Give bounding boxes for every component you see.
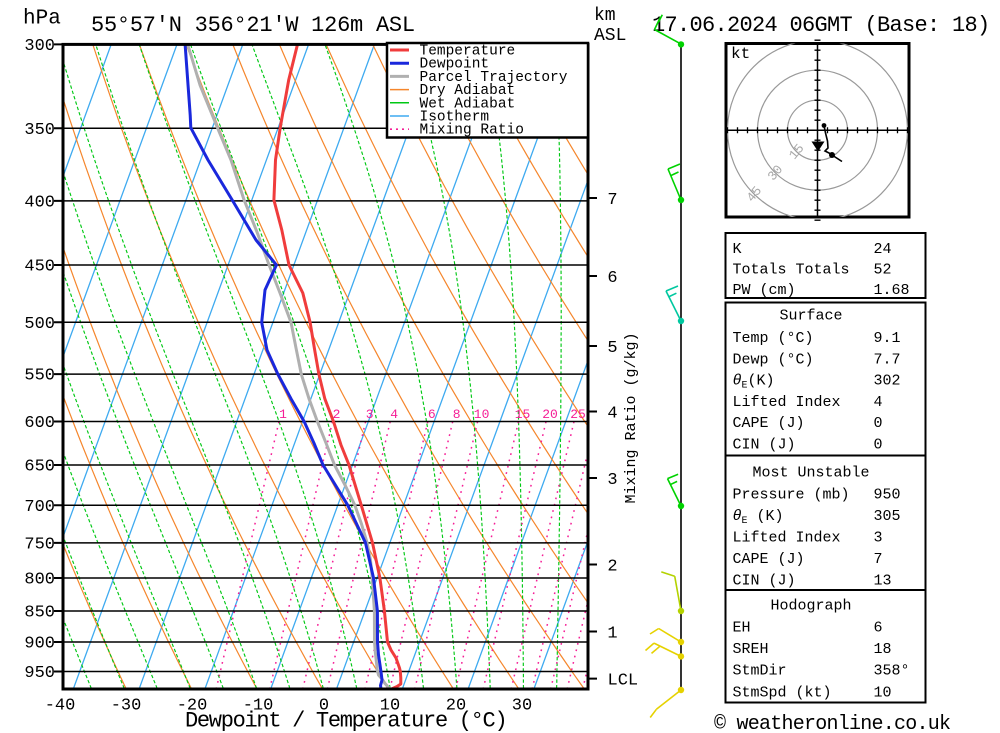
svg-text:3: 3 [607, 471, 617, 490]
svg-text:950: 950 [24, 664, 55, 683]
svg-text:-30: -30 [111, 697, 142, 716]
svg-text:8: 8 [453, 407, 461, 422]
svg-text:9.1: 9.1 [874, 330, 901, 347]
svg-text:2: 2 [607, 558, 617, 577]
svg-text:Most Unstable: Most Unstable [752, 465, 869, 482]
svg-text:LCL: LCL [608, 672, 639, 691]
svg-text:6: 6 [428, 407, 436, 422]
svg-text:θE(K): θE(K) [733, 373, 775, 392]
svg-text:7: 7 [607, 191, 617, 210]
svg-text:0: 0 [874, 415, 883, 432]
svg-text:ASL: ASL [594, 26, 626, 46]
svg-text:Pressure (mb): Pressure (mb) [733, 487, 850, 504]
svg-text:3: 3 [366, 407, 374, 422]
svg-text:450: 450 [24, 258, 55, 277]
svg-text:Temperature: Temperature [420, 44, 516, 60]
svg-text:Hodograph: Hodograph [770, 598, 851, 615]
svg-text:500: 500 [24, 315, 55, 334]
svg-text:StmSpd (kt): StmSpd (kt) [733, 685, 832, 702]
svg-text:24: 24 [874, 241, 892, 258]
svg-text:17.06.2024 06GMT (Base: 18): 17.06.2024 06GMT (Base: 18) [652, 13, 990, 38]
svg-text:CIN (J): CIN (J) [733, 437, 796, 454]
svg-text:700: 700 [24, 498, 55, 517]
svg-text:CIN (J): CIN (J) [733, 573, 796, 590]
svg-text:-10: -10 [243, 697, 274, 716]
svg-text:850: 850 [24, 604, 55, 623]
svg-text:© weatheronline.co.uk: © weatheronline.co.uk [714, 713, 950, 733]
svg-text:Wet Adiabat: Wet Adiabat [420, 96, 516, 112]
svg-text:302: 302 [874, 373, 901, 390]
svg-text:20: 20 [542, 407, 558, 422]
svg-text:hPa: hPa [23, 8, 61, 31]
svg-text:18: 18 [874, 641, 892, 658]
svg-text:15: 15 [515, 407, 531, 422]
svg-text:5: 5 [607, 339, 617, 358]
svg-text:52: 52 [874, 262, 892, 279]
svg-text:20: 20 [446, 697, 466, 716]
svg-text:-20: -20 [177, 697, 208, 716]
svg-text:650: 650 [24, 458, 55, 477]
svg-text:0: 0 [319, 697, 329, 716]
svg-text:358°: 358° [874, 663, 910, 680]
svg-text:13: 13 [874, 573, 892, 590]
svg-text:K: K [733, 241, 742, 258]
svg-text:0: 0 [874, 437, 883, 454]
svg-text:kt: kt [731, 45, 750, 63]
svg-text:Parcel Trajectory: Parcel Trajectory [420, 70, 568, 86]
svg-text:4: 4 [874, 394, 883, 411]
svg-text:θE (K): θE (K) [733, 508, 784, 527]
svg-text:Dewpoint / Temperature (°C): Dewpoint / Temperature (°C) [185, 709, 506, 733]
svg-text:30: 30 [512, 697, 532, 716]
svg-text:Lifted Index: Lifted Index [733, 530, 841, 547]
svg-text:350: 350 [24, 121, 55, 140]
svg-text:Dewp (°C): Dewp (°C) [733, 352, 814, 369]
svg-text:10: 10 [380, 697, 400, 716]
svg-text:3: 3 [874, 530, 883, 547]
svg-text:Dry Adiabat: Dry Adiabat [420, 83, 516, 99]
svg-text:1.68: 1.68 [874, 282, 910, 299]
svg-text:CAPE (J): CAPE (J) [733, 415, 805, 432]
svg-text:900: 900 [24, 635, 55, 654]
svg-text:Lifted Index: Lifted Index [733, 394, 841, 411]
svg-text:550: 550 [24, 367, 55, 386]
svg-text:Isotherm: Isotherm [420, 110, 490, 126]
svg-text:Mixing Ratio (g/kg): Mixing Ratio (g/kg) [623, 332, 640, 503]
svg-text:10: 10 [474, 407, 490, 422]
svg-text:10: 10 [874, 685, 892, 702]
svg-text:Temp (°C): Temp (°C) [733, 330, 814, 347]
svg-text:Totals Totals: Totals Totals [733, 262, 850, 279]
svg-text:2: 2 [333, 407, 341, 422]
svg-text:StmDir: StmDir [733, 663, 787, 680]
svg-text:4: 4 [390, 407, 398, 422]
svg-text:7.7: 7.7 [874, 352, 901, 369]
svg-text:305: 305 [874, 508, 901, 525]
svg-text:950: 950 [874, 487, 901, 504]
svg-text:EH: EH [733, 620, 751, 637]
svg-text:55°57'N 356°21'W 126m ASL: 55°57'N 356°21'W 126m ASL [91, 13, 415, 38]
svg-text:300: 300 [24, 37, 55, 56]
svg-text:Surface: Surface [779, 308, 842, 325]
svg-text:Mixing Ratio: Mixing Ratio [420, 123, 524, 139]
svg-text:800: 800 [24, 571, 55, 590]
svg-text:6: 6 [607, 269, 617, 288]
svg-text:25: 25 [570, 407, 586, 422]
svg-text:PW (cm): PW (cm) [733, 282, 796, 299]
svg-text:km: km [594, 6, 616, 26]
svg-text:7: 7 [874, 551, 883, 568]
svg-text:600: 600 [24, 414, 55, 433]
svg-text:-40: -40 [45, 697, 76, 716]
svg-text:6: 6 [874, 620, 883, 637]
svg-text:SREH: SREH [733, 641, 769, 658]
svg-text:Dewpoint: Dewpoint [420, 57, 490, 73]
svg-text:1: 1 [607, 625, 617, 644]
svg-text:4: 4 [607, 405, 617, 424]
svg-text:CAPE (J): CAPE (J) [733, 551, 805, 568]
svg-text:400: 400 [24, 193, 55, 212]
svg-text:1: 1 [279, 407, 287, 422]
svg-text:750: 750 [24, 535, 55, 554]
